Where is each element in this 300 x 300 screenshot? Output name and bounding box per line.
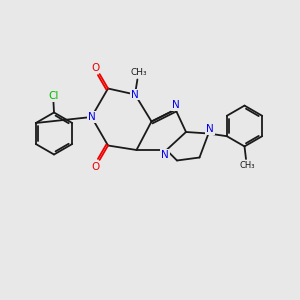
Text: O: O — [92, 62, 100, 73]
Text: N: N — [161, 149, 169, 160]
Text: N: N — [131, 89, 139, 100]
Text: CH₃: CH₃ — [240, 161, 255, 170]
Text: N: N — [88, 112, 95, 122]
Text: Cl: Cl — [48, 91, 59, 101]
Text: N: N — [172, 100, 180, 110]
Text: O: O — [92, 161, 100, 172]
Text: N: N — [206, 124, 214, 134]
Text: CH₃: CH₃ — [130, 68, 147, 77]
